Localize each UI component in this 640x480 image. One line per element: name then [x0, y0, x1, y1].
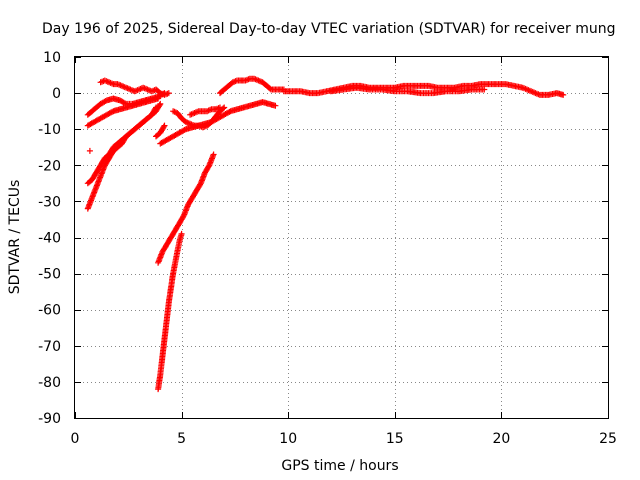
- y-tick-label: -70: [38, 339, 61, 355]
- y-tick-label: -80: [38, 375, 61, 391]
- data-point: [178, 230, 185, 237]
- x-tick-label: 25: [599, 431, 617, 447]
- data-point: [156, 102, 163, 109]
- data-point: [161, 122, 168, 129]
- x-tick-label: 15: [386, 431, 404, 447]
- data-point: [519, 84, 526, 91]
- data-point: [210, 151, 217, 158]
- data-point: [152, 105, 159, 112]
- y-tick-label: -40: [38, 231, 61, 247]
- y-tick-label: 10: [43, 50, 61, 66]
- data-point: [560, 91, 567, 98]
- axis-ticks: 0 5 10 15 20 25 10 0 -10 -20 -30 -40 -50 -60 -70 -80 -90: [38, 50, 617, 447]
- data-points: [84, 75, 567, 393]
- y-tick-label: -30: [38, 194, 61, 210]
- data-point: [160, 123, 167, 130]
- y-tick-label: -20: [38, 158, 61, 174]
- data-point: [102, 98, 109, 104]
- x-tick-label: 0: [71, 431, 80, 447]
- y-axis-label: SDTVAR / TECUs: [7, 180, 23, 295]
- y-tick-label: -10: [38, 122, 61, 138]
- data-point: [165, 90, 172, 97]
- x-tick-label: 5: [177, 431, 186, 447]
- plot-frame: [74, 56, 609, 419]
- x-tick-label: 20: [492, 431, 510, 447]
- y-tick-label: -90: [38, 411, 61, 427]
- data-point: [121, 100, 128, 107]
- x-axis-label: GPS time / hours: [281, 458, 398, 474]
- data-point: [272, 102, 279, 109]
- y-tick-label: -60: [38, 303, 61, 319]
- data-point: [245, 76, 252, 83]
- chart-title: Day 196 of 2025, Sidereal Day-to-day VTE…: [42, 21, 616, 37]
- data-point: [217, 104, 223, 111]
- y-tick-label: -50: [38, 267, 61, 283]
- data-point: [91, 188, 98, 194]
- data-point: [481, 86, 488, 93]
- y-tick-label: 0: [52, 86, 61, 102]
- x-tick-label: 10: [279, 431, 297, 447]
- data-point: [153, 104, 159, 111]
- data-point: [86, 147, 93, 154]
- data-point: [157, 100, 164, 107]
